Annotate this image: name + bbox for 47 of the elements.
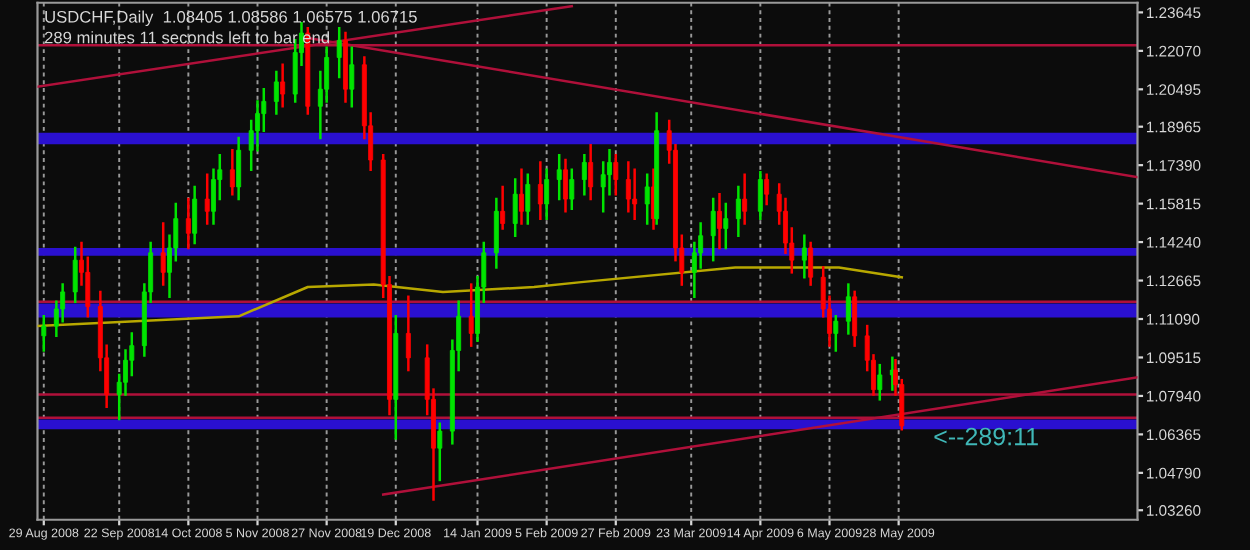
candlestick [833,315,839,352]
candlestick [852,290,858,347]
candlestick [717,192,722,250]
candlestick [468,283,474,347]
candlestick [500,185,506,230]
candlestick [229,149,235,196]
candlestick [512,178,518,237]
candlestick [563,158,568,213]
candlestick [556,153,562,201]
candlestick [625,161,631,213]
candlestick [710,197,716,262]
candlestick [735,185,741,237]
candlestick [41,315,47,352]
candlestick [613,153,619,196]
candlestick [192,185,198,245]
candlestick [437,422,443,482]
candlestick [581,153,587,196]
candlestick [519,168,524,225]
candlestick [204,173,210,225]
candlestick [632,168,638,220]
candlestick [644,173,650,225]
candlestick [537,161,543,220]
candlestick [349,46,355,108]
candlestick [273,70,279,115]
candlestick [336,26,342,79]
annotation: <--289:11 [934,427,1038,446]
candlestick [845,283,851,335]
candlestick [801,234,807,279]
candlestick [525,173,531,225]
candlestick [72,246,78,303]
candlestick [493,197,499,269]
candlestick [808,241,814,286]
candlestick [280,63,286,108]
candlestick [588,144,594,201]
candlestick [877,363,883,401]
chart-title: USDCHF,Daily 1.08405 1.08586 1.06575 1.06715 [45,10,417,27]
candlestick [723,202,729,250]
line-series [37,266,904,328]
candlestick [742,173,748,225]
candlestick [569,168,575,211]
candlestick [764,173,770,206]
candlestick [185,197,191,250]
candlestick [405,295,411,372]
candlestick [544,168,550,220]
candlestick [757,170,763,220]
candlestick [160,222,166,286]
candlestick [236,136,242,201]
